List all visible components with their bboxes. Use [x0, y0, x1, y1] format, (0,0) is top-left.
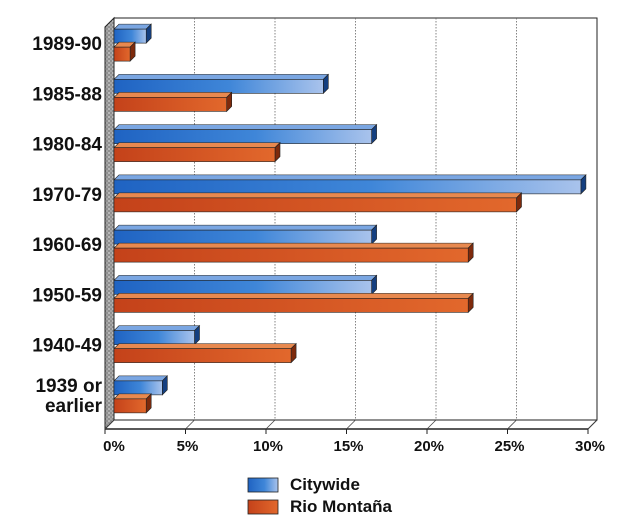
category-labels: 1989-90 1985-88 1980-84 1970-79 1960-69 1950-… — [32, 34, 102, 417]
legend-swatch — [247, 477, 279, 493]
bar-rio-montana — [113, 192, 523, 213]
floor-grid-line — [185, 419, 195, 430]
x-tick-label: 5% — [177, 438, 199, 455]
floor-grid-line — [507, 419, 517, 430]
bar-citywide — [113, 224, 378, 245]
category-label: 1960-69 — [32, 235, 102, 256]
bar-citywide — [113, 375, 169, 396]
bar-citywide — [113, 123, 378, 145]
legend-item-citywide: Citywide — [247, 475, 360, 494]
bar-citywide — [113, 324, 201, 346]
bars — [113, 23, 587, 414]
bar-citywide — [113, 73, 330, 95]
category-label: 1989-90 — [32, 34, 102, 55]
x-tick-label: 20% — [414, 438, 444, 455]
bar-rio-montana — [113, 393, 152, 414]
category-label: 1950-59 — [32, 285, 102, 306]
bar-citywide — [113, 23, 152, 44]
bar-citywide — [113, 174, 587, 195]
floor-grid-line — [426, 419, 437, 430]
x-tick-labels: 0% 5% 10% 15% 20% 25% 30% — [103, 438, 605, 455]
floor-grid-line — [265, 419, 276, 430]
category-label: 1939 or earlier — [35, 376, 102, 417]
floor-grid-line — [104, 419, 115, 430]
floor-grid-line — [346, 419, 356, 430]
category-label: 1980-84 — [32, 135, 102, 156]
bar-rio-montana — [113, 41, 136, 62]
category-label: 1970-79 — [32, 185, 102, 206]
category-label: 1985-88 — [32, 84, 102, 105]
legend-label: Citywide — [290, 475, 360, 494]
bar-citywide — [113, 274, 378, 296]
legend-item-rio-montana: Rio Montaña — [247, 497, 393, 516]
bar-rio-montana — [113, 91, 233, 113]
legend-swatch — [247, 499, 279, 515]
bar-rio-montana — [113, 141, 281, 163]
left-wall — [104, 16, 115, 431]
x-tick-label: 15% — [333, 438, 363, 455]
x-tick-label: 0% — [103, 438, 125, 455]
bar-rio-montana — [113, 342, 297, 364]
x-tick-label: 30% — [575, 438, 605, 455]
x-tick-label: 10% — [253, 438, 283, 455]
floor-grid-line — [587, 419, 598, 430]
x-tick-label: 25% — [494, 438, 524, 455]
legend: Citywide Rio Montaña — [247, 475, 393, 516]
category-label: 1940-49 — [32, 336, 102, 357]
legend-label: Rio Montaña — [290, 497, 393, 516]
bar-rio-montana — [113, 242, 474, 263]
bar-rio-montana — [113, 292, 474, 314]
